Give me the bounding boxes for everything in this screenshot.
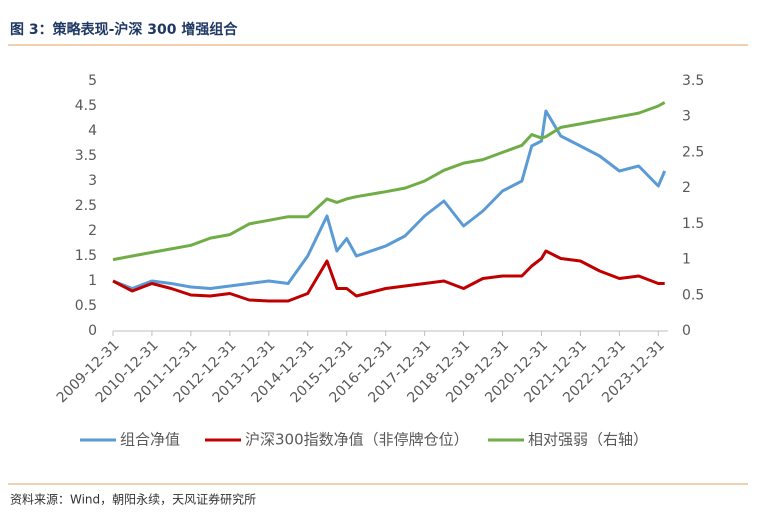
y2-tick-label: 2 <box>682 180 691 196</box>
y2-tick-label: 3.5 <box>682 73 704 89</box>
y2-tick-label: 1 <box>682 252 691 268</box>
y-tick-label: 1.5 <box>75 248 97 264</box>
y-tick-label: 4.5 <box>75 98 97 114</box>
y-tick-label: 1 <box>88 273 97 289</box>
y-tick-label: 4 <box>88 123 97 139</box>
series-line <box>112 109 667 290</box>
y2-tick-label: 0 <box>682 323 691 339</box>
chart-title: 图 3：策略表现-沪深 300 增强组合 <box>10 21 238 38</box>
y2-tick-label: 2.5 <box>682 144 704 160</box>
y2-tick-label: 0.5 <box>682 287 704 303</box>
legend-label: 组合净值 <box>120 431 180 449</box>
y2-tick-label: 1.5 <box>682 216 704 232</box>
y-tick-label: 3.5 <box>75 148 97 164</box>
series-line <box>112 101 666 262</box>
y-tick-label: 0.5 <box>75 298 97 314</box>
source-note: 资料来源：Wind，朝阳永续，天风证券研究所 <box>10 492 256 507</box>
y-tick-label: 3 <box>88 173 97 189</box>
legend-label: 相对强弱（右轴） <box>528 431 648 449</box>
series-line <box>112 249 665 303</box>
legend-label: 沪深300指数净值（非停牌仓位） <box>245 431 469 449</box>
y-tick-label: 5 <box>88 73 97 89</box>
y-tick-label: 2.5 <box>75 198 97 214</box>
y-tick-label: 0 <box>88 323 97 339</box>
y2-tick-label: 3 <box>682 109 691 125</box>
y-tick-label: 2 <box>88 223 97 239</box>
